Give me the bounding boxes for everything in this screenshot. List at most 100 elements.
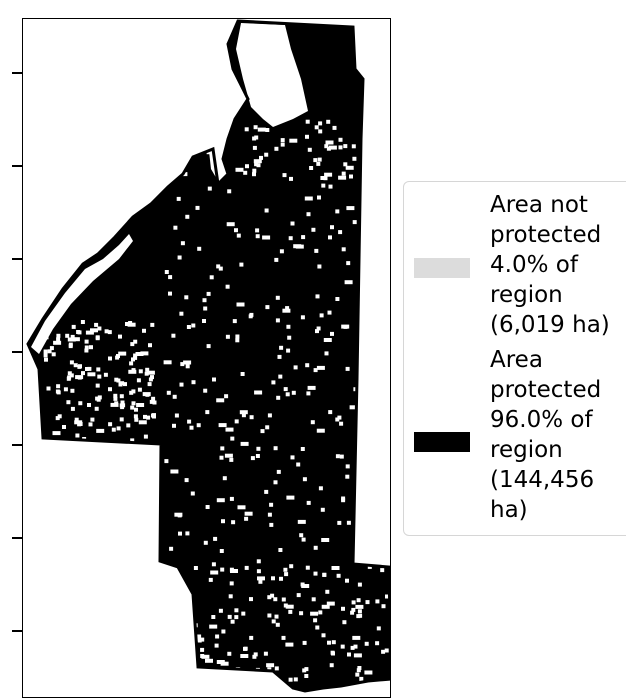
unprotected-pixel [175, 414, 179, 418]
legend-swatch-protected [414, 432, 470, 452]
unprotected-pixel [45, 335, 49, 339]
unprotected-pixel [266, 663, 274, 667]
unprotected-pixel [274, 258, 278, 262]
unprotected-pixel [241, 442, 249, 446]
unprotected-pixel [252, 169, 256, 173]
unprotected-pixel [212, 562, 216, 566]
unprotected-pixel [340, 455, 344, 459]
unprotected-pixel [72, 325, 76, 329]
unprotected-pixel [381, 650, 385, 654]
unprotected-pixel [276, 396, 280, 400]
unprotected-pixel [345, 579, 349, 583]
unprotected-pixel [184, 295, 188, 299]
unprotected-pixel [227, 189, 231, 193]
unprotected-pixel [366, 600, 370, 604]
unprotected-pixel [44, 358, 48, 362]
unprotected-pixel [280, 249, 284, 253]
unprotected-pixel [317, 429, 325, 433]
unprotected-pixel [178, 256, 182, 260]
unprotected-pixel [331, 652, 335, 656]
unprotected-pixel [382, 604, 386, 608]
unprotected-pixel [314, 572, 318, 576]
unprotected-pixel [134, 414, 138, 418]
unprotected-pixel [301, 447, 305, 451]
unprotected-pixel [234, 615, 238, 619]
unprotected-pixel [287, 336, 291, 340]
unprotected-pixel [256, 454, 260, 458]
unprotected-pixel [265, 305, 269, 309]
unprotected-pixel [321, 184, 325, 188]
unprotected-pixel [200, 648, 204, 652]
unprotected-pixel [314, 368, 318, 372]
unprotected-pixel [96, 429, 104, 433]
unprotected-pixel [85, 346, 89, 350]
unprotected-pixel [337, 416, 341, 420]
unprotected-pixel [318, 158, 322, 162]
unprotected-pixel [329, 185, 333, 189]
unprotected-pixel [94, 323, 98, 327]
unprotected-pixel [230, 497, 234, 501]
unprotected-pixel [301, 315, 305, 319]
unprotected-pixel [163, 144, 171, 148]
unprotected-pixel [47, 387, 51, 391]
unprotected-pixel [245, 566, 249, 570]
unprotected-pixel [315, 125, 319, 129]
unprotected-pixel [204, 541, 208, 545]
unprotected-pixel [284, 604, 288, 608]
unprotected-pixel [264, 490, 268, 494]
y-axis-tick [12, 444, 22, 446]
unprotected-pixel [254, 391, 262, 395]
unprotected-pixel [346, 166, 354, 170]
unprotected-pixel [245, 164, 249, 168]
unprotected-pixel [316, 294, 320, 298]
unprotected-pixel [296, 463, 300, 467]
unprotected-pixel [328, 311, 332, 315]
unprotected-pixel [120, 394, 124, 398]
unprotected-pixel [170, 470, 178, 474]
unprotected-pixel [81, 371, 85, 375]
unprotected-pixel [307, 212, 311, 216]
unprotected-pixel [76, 330, 80, 334]
unprotected-pixel [227, 652, 231, 656]
unprotected-pixel [282, 598, 286, 602]
unprotected-pixel [220, 456, 224, 460]
unprotected-pixel [299, 611, 303, 615]
unprotected-pixel [274, 480, 278, 484]
unprotected-pixel [136, 352, 144, 356]
unprotected-pixel [333, 126, 337, 130]
unprotected-pixel [317, 366, 325, 370]
unprotected-pixel [203, 307, 207, 311]
unprotected-pixel [229, 458, 233, 462]
unprotected-pixel [269, 503, 273, 507]
unprotected-pixel [85, 340, 89, 344]
unprotected-pixel [318, 121, 322, 125]
unprotected-pixel [332, 566, 340, 570]
unprotected-pixel [183, 361, 191, 365]
unprotected-pixel [169, 547, 173, 551]
unprotected-pixel [365, 642, 369, 646]
unprotected-pixel [178, 532, 182, 536]
unprotected-pixel [77, 365, 81, 369]
unprotected-pixel [207, 292, 211, 296]
unprotected-pixel [258, 128, 266, 132]
unprotected-pixel [114, 401, 118, 405]
unprotected-pixel [345, 280, 353, 284]
unprotected-pixel [317, 265, 321, 269]
unprotected-pixel [355, 605, 363, 609]
unprotected-pixel [89, 345, 93, 349]
unprotected-pixel [72, 337, 80, 341]
unprotected-pixel [343, 144, 347, 148]
unprotected-pixel [150, 323, 154, 327]
unprotected-pixel [219, 423, 227, 427]
unprotected-pixel [358, 583, 362, 587]
unprotected-pixel [254, 125, 258, 129]
unprotected-pixel [242, 413, 246, 417]
unprotected-pixel [191, 324, 195, 328]
unprotected-pixel [354, 653, 362, 657]
unprotected-pixel [229, 594, 233, 598]
unprotected-pixel [248, 675, 252, 679]
unprotected-pixel [308, 386, 316, 390]
unprotected-pixel [119, 383, 123, 387]
unprotected-pixel [208, 187, 212, 191]
unprotected-pixel [274, 446, 278, 450]
